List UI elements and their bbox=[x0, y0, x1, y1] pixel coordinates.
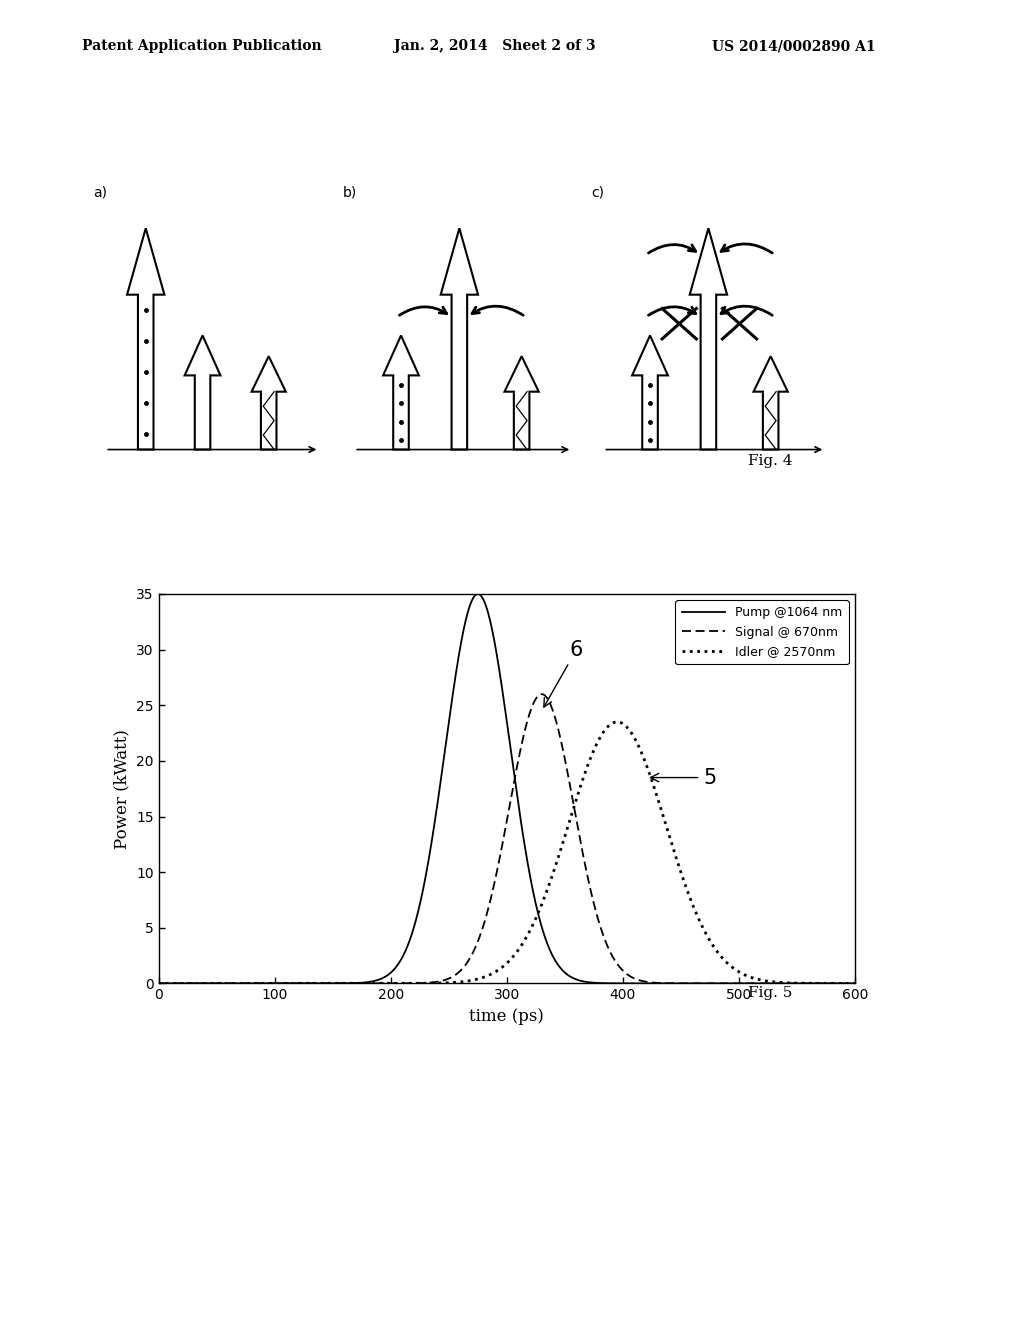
FancyArrowPatch shape bbox=[399, 306, 446, 315]
Legend: Pump @1064 nm, Signal @ 670nm, Idler @ 2570nm: Pump @1064 nm, Signal @ 670nm, Idler @ 2… bbox=[675, 601, 849, 664]
Pump @1064 nm bbox=[445, 697, 458, 713]
Polygon shape bbox=[632, 335, 668, 450]
Signal @ 670nm bbox=[849, 975, 861, 991]
Text: US 2014/0002890 A1: US 2014/0002890 A1 bbox=[712, 40, 876, 53]
Polygon shape bbox=[505, 356, 539, 450]
FancyArrowPatch shape bbox=[648, 244, 695, 253]
Idler @ 2570nm bbox=[658, 813, 671, 829]
Pump @1064 nm bbox=[793, 975, 805, 991]
Polygon shape bbox=[754, 356, 787, 450]
Signal @ 670nm bbox=[445, 969, 458, 985]
Text: Fig. 5: Fig. 5 bbox=[748, 986, 792, 999]
Polygon shape bbox=[252, 356, 286, 450]
Idler @ 2570nm bbox=[611, 714, 624, 730]
Polygon shape bbox=[127, 228, 165, 450]
Text: Patent Application Publication: Patent Application Publication bbox=[82, 40, 322, 53]
Signal @ 670nm bbox=[793, 975, 805, 991]
Signal @ 670nm bbox=[483, 896, 496, 912]
FancyArrowPatch shape bbox=[721, 244, 772, 253]
Line: Pump @1064 nm: Pump @1064 nm bbox=[159, 594, 855, 983]
Text: b): b) bbox=[343, 185, 357, 199]
Y-axis label: Power (kWatt): Power (kWatt) bbox=[114, 729, 131, 849]
Idler @ 2570nm bbox=[445, 974, 458, 990]
Pump @1064 nm bbox=[153, 975, 165, 991]
Idler @ 2570nm bbox=[827, 975, 840, 991]
Text: a): a) bbox=[93, 185, 108, 199]
Pump @1064 nm bbox=[483, 611, 496, 627]
FancyArrowPatch shape bbox=[721, 306, 772, 315]
Idler @ 2570nm bbox=[153, 975, 165, 991]
Pump @1064 nm bbox=[472, 586, 484, 602]
Text: c): c) bbox=[592, 185, 604, 199]
Text: 5: 5 bbox=[650, 767, 717, 788]
Idler @ 2570nm bbox=[849, 975, 861, 991]
Signal @ 670nm bbox=[153, 975, 165, 991]
Text: Jan. 2, 2014   Sheet 2 of 3: Jan. 2, 2014 Sheet 2 of 3 bbox=[394, 40, 596, 53]
Polygon shape bbox=[440, 228, 478, 450]
Signal @ 670nm bbox=[536, 686, 548, 702]
Pump @1064 nm bbox=[451, 660, 463, 676]
Idler @ 2570nm bbox=[483, 968, 496, 983]
FancyArrowPatch shape bbox=[648, 306, 695, 315]
Line: Signal @ 670nm: Signal @ 670nm bbox=[159, 694, 855, 983]
FancyArrowPatch shape bbox=[472, 306, 523, 315]
Polygon shape bbox=[383, 335, 419, 450]
Idler @ 2570nm bbox=[793, 975, 805, 991]
Pump @1064 nm bbox=[827, 975, 840, 991]
X-axis label: time (ps): time (ps) bbox=[469, 1007, 545, 1024]
Polygon shape bbox=[690, 228, 727, 450]
Polygon shape bbox=[184, 335, 220, 450]
Idler @ 2570nm bbox=[451, 974, 463, 990]
Signal @ 670nm bbox=[827, 975, 840, 991]
Signal @ 670nm bbox=[658, 975, 671, 991]
Pump @1064 nm bbox=[658, 975, 671, 991]
Line: Idler @ 2570nm: Idler @ 2570nm bbox=[159, 722, 855, 983]
Text: 6: 6 bbox=[544, 640, 584, 708]
Signal @ 670nm bbox=[451, 966, 463, 982]
Text: Fig. 4: Fig. 4 bbox=[748, 454, 792, 467]
Pump @1064 nm bbox=[849, 975, 861, 991]
